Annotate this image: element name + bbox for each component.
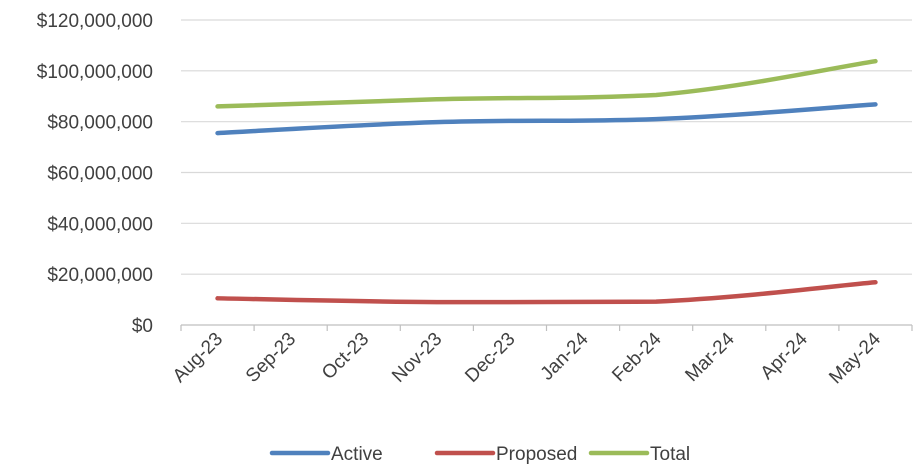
- y-tick-label: $20,000,000: [47, 265, 153, 286]
- series-line-proposed: [215, 280, 878, 305]
- x-tick-label: Feb-24: [608, 328, 666, 386]
- grid-lines: [181, 19, 912, 275]
- x-tick-label: Apr-24: [757, 328, 812, 383]
- y-tick-label: $100,000,000: [37, 62, 153, 83]
- x-tick-label: Nov-23: [388, 329, 446, 387]
- legend-label-active: Active: [331, 444, 383, 465]
- y-tick-label: $0: [132, 316, 153, 337]
- y-axis-ticks: $0 $20,000,000 $40,000,000 $60,000,000 $80,0…: [37, 11, 153, 337]
- series-line-active: [215, 102, 878, 136]
- legend-label-total: Total: [650, 444, 690, 465]
- series-line-total: [215, 58, 878, 109]
- y-tick-label: $60,000,000: [47, 164, 153, 185]
- x-tick-label: Oct-23: [318, 329, 373, 384]
- legend-label-proposed: Proposed: [496, 444, 577, 465]
- y-tick-label: $120,000,000: [37, 11, 153, 32]
- x-tick-label: Sep-23: [242, 329, 300, 387]
- y-tick-label: $40,000,000: [47, 214, 153, 235]
- x-tick-label: May-24: [825, 328, 885, 388]
- legend: Active Proposed Total: [269, 444, 690, 465]
- x-axis: Aug-23 Sep-23 Oct-23 Nov-23 Dec-23 Jan-24 Feb-…: [169, 324, 913, 388]
- x-tick-label: Jan-24: [537, 328, 593, 384]
- x-tick-label: Mar-24: [681, 328, 739, 386]
- x-tick-label: Dec-23: [461, 329, 519, 387]
- y-tick-label: $80,000,000: [47, 113, 153, 134]
- series-lines: [215, 58, 878, 305]
- x-tick-label: Aug-23: [169, 329, 227, 387]
